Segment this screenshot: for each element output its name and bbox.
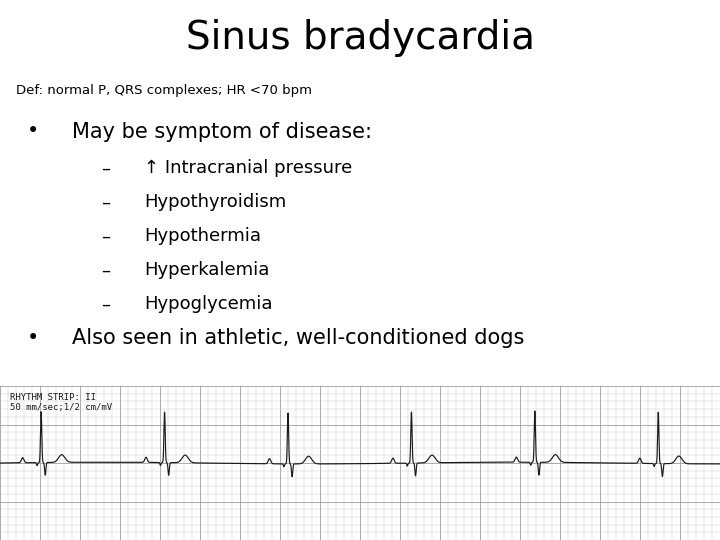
- Text: –: –: [101, 261, 110, 279]
- Text: ↑ Intracranial pressure: ↑ Intracranial pressure: [144, 159, 352, 177]
- Text: Also seen in athletic, well-conditioned dogs: Also seen in athletic, well-conditioned …: [72, 328, 524, 348]
- Text: Hypothermia: Hypothermia: [144, 227, 261, 245]
- Text: Def: normal P, QRS complexes; HR <70 bpm: Def: normal P, QRS complexes; HR <70 bpm: [16, 84, 312, 97]
- Text: May be symptom of disease:: May be symptom of disease:: [72, 122, 372, 141]
- Text: Hyperkalemia: Hyperkalemia: [144, 261, 269, 279]
- Text: Hypoglycemia: Hypoglycemia: [144, 295, 272, 313]
- Text: –: –: [101, 227, 110, 245]
- Text: Hypothyroidism: Hypothyroidism: [144, 193, 287, 211]
- Text: RHYTHM STRIP: II
50 mm/sec;1/2 cm/mV: RHYTHM STRIP: II 50 mm/sec;1/2 cm/mV: [10, 393, 112, 412]
- Text: –: –: [101, 193, 110, 211]
- Text: •: •: [27, 122, 40, 141]
- Text: –: –: [101, 159, 110, 177]
- Text: •: •: [27, 328, 40, 348]
- Text: –: –: [101, 295, 110, 313]
- Text: Sinus bradycardia: Sinus bradycardia: [186, 19, 534, 57]
